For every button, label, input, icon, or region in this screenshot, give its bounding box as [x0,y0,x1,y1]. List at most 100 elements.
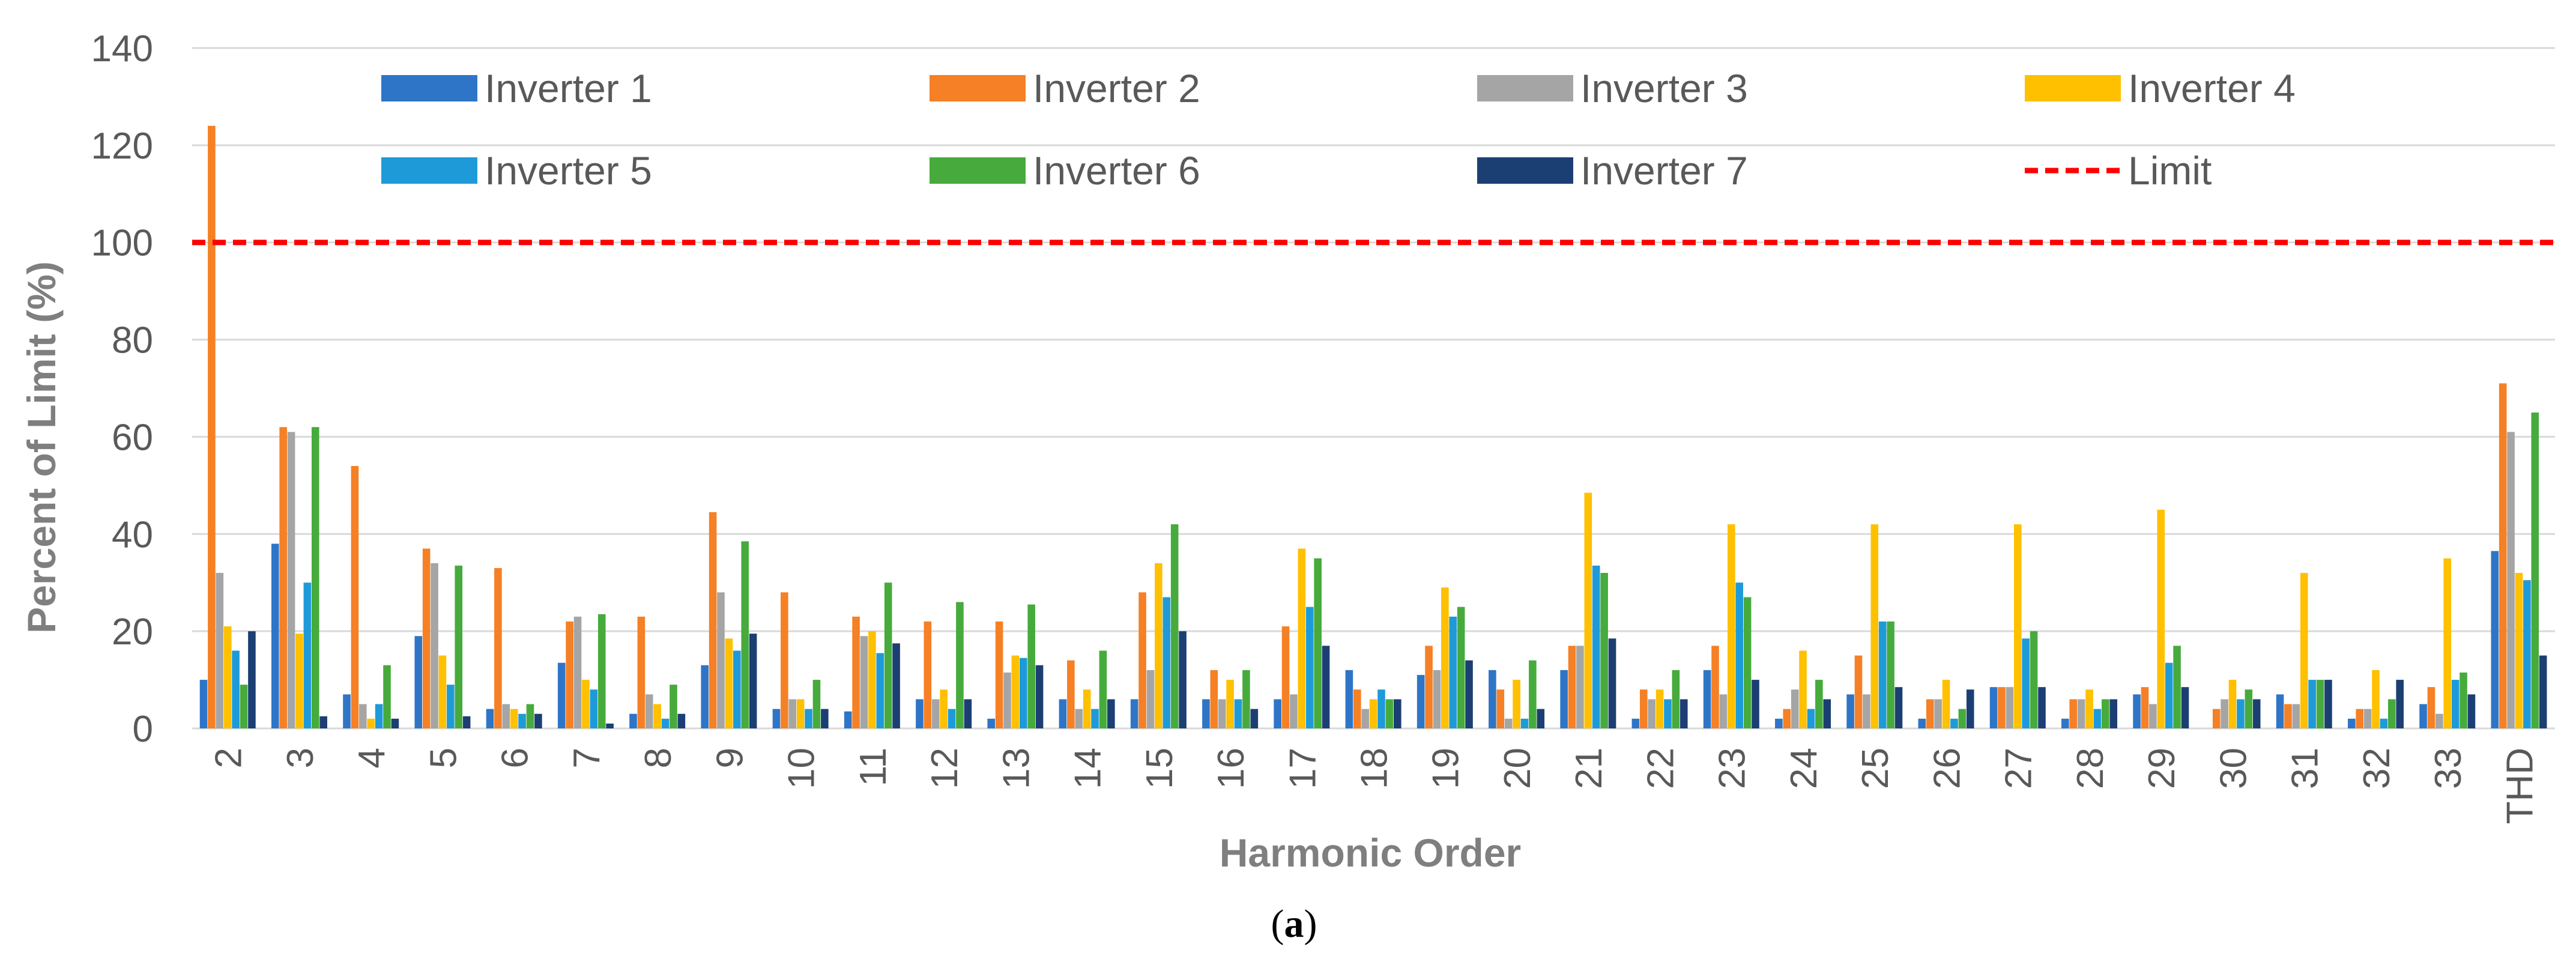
bar-inverter-5-11 [876,653,884,728]
legend-item-inverter-5: Inverter 5 [381,148,652,193]
bar-inverter-6-28 [2102,699,2109,728]
bar-inverter-3-33 [2435,713,2443,728]
bar-inverter-2-23 [1711,646,1719,728]
bar-inverter-4-4 [367,718,375,728]
bar-inverter-3-3 [287,432,295,728]
bar-inverter-7-25 [1894,687,1903,728]
bar-inverter-4-7 [582,680,590,728]
bar-inverter-4-2 [223,626,232,728]
bar-inverter-7-16 [1250,709,1259,728]
bar-inverter-4-15 [1155,563,1163,728]
bar-inverter-3-25 [1863,694,1870,728]
bar-inverter-2-21 [1568,646,1576,728]
y-tick-label-20: 20 [112,611,153,653]
bar-inverter-4-14 [1083,689,1091,728]
bar-inverter-5-7 [590,689,598,728]
bar-inverter-5-5 [447,685,455,728]
bar-inverter-4-5 [438,655,447,728]
bar-inverter-7-3 [319,716,327,728]
legend-label-inverter-7: Inverter 7 [1580,148,1748,193]
bar-inverter-5-31 [2308,680,2316,728]
bar-inverter-2-33 [2427,687,2435,728]
bar-inverter-5-6 [518,713,526,728]
bar-inverter-6-25 [1887,621,1894,728]
bar-inverter-7-14 [1107,699,1115,728]
bar-inverter-7-15 [1179,631,1187,728]
bar-inverter-5-18 [1377,689,1385,728]
legend-label-inverter-6: Inverter 6 [1033,148,1200,193]
bar-inverter-1-11 [844,711,852,728]
bar-inverter-3-13 [1003,672,1011,728]
bar-inverter-7-19 [1465,660,1473,728]
bar-inverter-1-32 [2347,718,2356,728]
bar-inverter-3-32 [2363,709,2372,728]
bar-inverter-5-26 [1950,718,1958,728]
bar-inverter-7-29 [2181,687,2189,728]
bar-inverter-5-17 [1305,607,1314,728]
legend-swatch-inverter-1 [381,75,477,101]
bar-inverter-7-4 [391,718,399,728]
x-tick-label-25: 25 [1855,748,1896,789]
bar-inverter-5-20 [1520,718,1529,728]
bar-inverter-6-24 [1815,680,1823,728]
bar-inverter-6-9 [741,541,749,728]
x-tick-label-17: 17 [1282,748,1323,789]
bar-inverter-2-4 [351,465,359,728]
legend-item-inverter-6: Inverter 6 [930,148,1200,193]
bar-inverter-2-13 [995,621,1003,728]
bar-inverter-6-11 [884,582,892,728]
bar-inverter-3-24 [1791,689,1799,728]
x-tick-label-14: 14 [1068,748,1109,789]
bar-inverter-5-24 [1807,709,1815,728]
bar-inverter-6-26 [1958,709,1967,728]
bar-inverter-5-9 [733,650,741,728]
bar-inverter-1-18 [1345,670,1353,728]
legend-item-inverter-7: Inverter 7 [1477,148,1748,193]
bar-inverter-3-17 [1290,694,1298,728]
x-tick-label-11: 11 [853,748,894,786]
bar-inverter-5-thd [2523,580,2531,728]
bar-inverter-6-22 [1672,670,1680,728]
bar-inverter-3-26 [1934,699,1942,728]
bar-inverter-4-6 [510,709,518,728]
bar-inverter-3-30 [2221,699,2228,728]
x-tick-label-12: 12 [924,748,966,789]
bar-inverter-2-20 [1496,689,1505,728]
bar-inverter-2-30 [2212,709,2221,728]
x-tick-label-13: 13 [996,748,1037,789]
bar-inverter-6-5 [455,565,463,728]
bar-inverter-4-25 [1870,524,1879,728]
x-tick-label-5: 5 [423,748,464,768]
bar-inverter-2-11 [852,616,860,728]
bar-inverter-7-33 [2467,694,2476,728]
bar-inverter-7-32 [2396,680,2404,728]
bar-inverter-3-7 [573,616,582,728]
bar-inverter-7-17 [1322,646,1330,728]
legend-item-inverter-4: Inverter 4 [2025,66,2296,110]
bar-inverter-4-13 [1011,655,1020,728]
bar-inverter-4-19 [1441,587,1449,728]
x-tick-label-33: 33 [2428,748,2469,789]
bar-inverter-4-20 [1513,680,1520,728]
bar-inverter-6-18 [1385,699,1394,728]
bar-inverter-1-26 [1918,718,1926,728]
bar-inverter-3-9 [717,592,725,728]
bar-inverter-5-28 [2093,709,2102,728]
bar-inverter-6-2 [240,685,248,728]
x-tick-label-10: 10 [781,748,823,789]
x-tick-label-thd: THD [2499,748,2541,824]
legend: Inverter 1 Inverter 2 Inverter 3 Inverter 4… [381,66,2296,193]
bar-inverter-5-16 [1234,699,1242,728]
bar-inverter-2-thd [2499,383,2507,728]
bar-inverter-6-3 [311,427,319,728]
bar-inverter-5-8 [661,718,670,728]
bar-inverter-5-22 [1664,699,1672,728]
legend-swatch-inverter-7 [1477,157,1573,184]
bar-inverter-5-27 [2022,638,2030,728]
bar-inverter-1-17 [1274,699,1281,728]
y-tick-label-40: 40 [112,514,153,555]
y-tick-label-0: 0 [133,709,153,750]
bar-inverter-2-3 [279,427,287,728]
bar-inverter-3-28 [2077,699,2085,728]
x-tick-label-20: 20 [1497,748,1538,789]
